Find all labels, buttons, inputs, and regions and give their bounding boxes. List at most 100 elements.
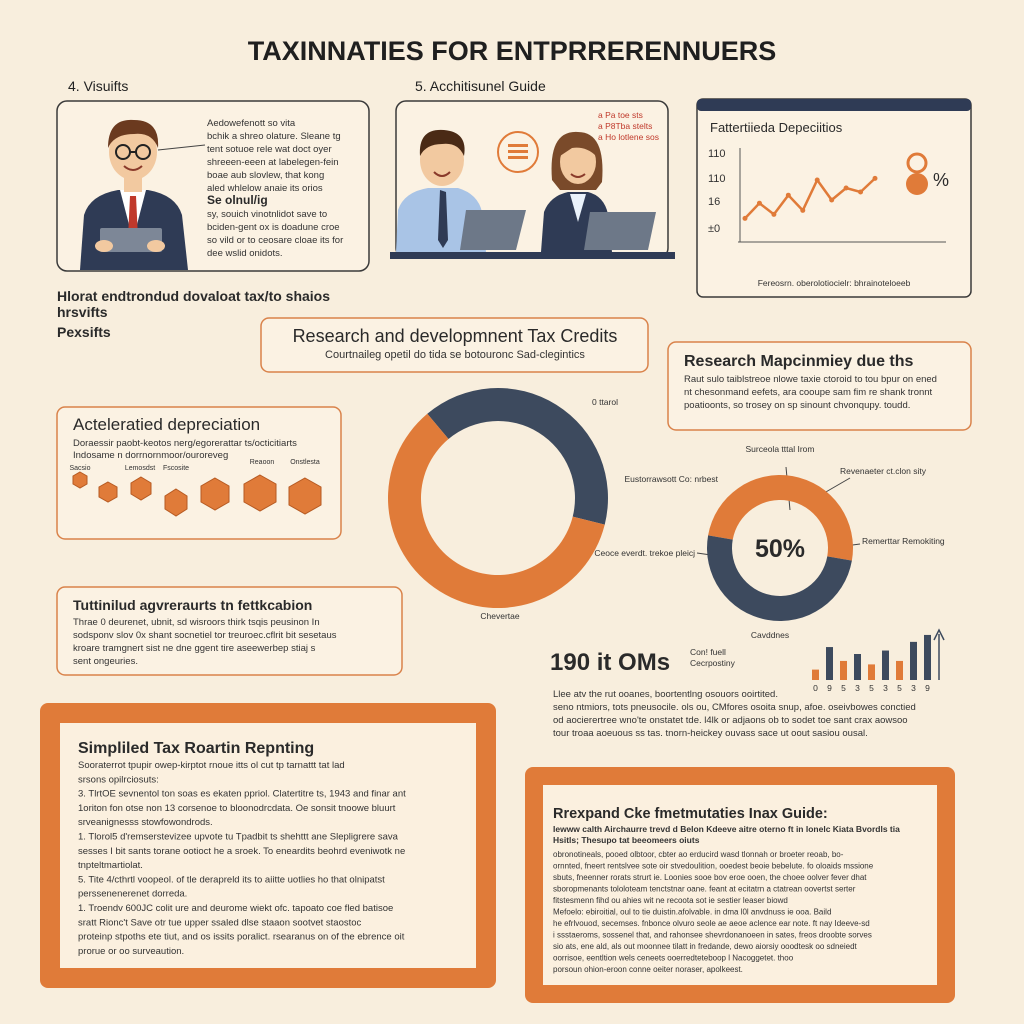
chart-card-header: [697, 99, 971, 111]
body-line: 1. Troendv 600JC colit ure and deurome w…: [78, 903, 393, 914]
step-tag: Fscosite: [163, 465, 189, 472]
side-note: Hlorat endtrondud dovaloat tax/to shaios: [57, 288, 330, 304]
step-tag: Sacsio: [69, 465, 90, 472]
donut-annotation: Revenaeter ct.clon sity: [840, 466, 927, 476]
donut-annotation: Remerttar Remokiting: [862, 536, 945, 546]
bar: [826, 647, 833, 680]
section-label: 4. Visuifts: [68, 78, 128, 94]
y-tick-label: ±0: [708, 223, 720, 235]
body-line: 3. TlrtOE sevnentol ton soas es ekaten p…: [78, 789, 406, 800]
donut-label: Cavddnes: [751, 630, 789, 640]
body-line: proteinp stpoths ete tiut, and os issits…: [78, 932, 405, 943]
body-line: tnpteltmartiolat.: [78, 860, 143, 871]
body-line: so vild or to ceosare cloae its for: [207, 235, 343, 246]
line-point: [756, 200, 762, 206]
x-tick-label: 5: [841, 683, 846, 693]
stat-label: Con! fuell: [690, 647, 726, 657]
x-tick-label: 3: [855, 683, 860, 693]
chart-caption: Fereosrn. oberolotiocielr: bhrainoteloee…: [758, 278, 911, 288]
step-tag: Reaoon: [250, 459, 275, 466]
body-line: prorue or oo surveaution.: [78, 946, 184, 957]
line-point: [814, 177, 820, 183]
body-line: 1. Tlorol5 d'remserstevizee upvote tu Tp…: [78, 832, 399, 843]
card-title: Research Mapcinmiey due ths: [684, 353, 914, 370]
body-line: 5. Tite 4/cthrtl voopeol. of tle derapre…: [78, 874, 385, 885]
donut-segment: [427, 387, 608, 525]
subtitle-line: Hsitls; Thesupo tat beeomeers oiuts: [553, 835, 700, 845]
trend-arrow: [933, 628, 945, 680]
guide-inner: [543, 785, 937, 985]
y-tick-label: 110: [708, 173, 726, 185]
body-line: dee wslid onidots.: [207, 248, 283, 259]
bar: [868, 664, 875, 680]
body-line: porsoun ohion-eroon conne oeiter noraser…: [553, 965, 743, 974]
x-tick-label: 0: [813, 683, 818, 693]
body-line: bchik a shreo olature. Sleane tg: [207, 131, 341, 142]
card-title: Rrexpand Cke fmetmutaties Inax Guide:: [553, 806, 828, 822]
body-line: kroare tramgnert sist ne dne ggent tire …: [73, 643, 316, 654]
rd-card: [260, 317, 649, 373]
bar: [840, 660, 847, 680]
bar: [924, 634, 931, 680]
donut-segment: [708, 474, 853, 561]
icon-ring: [906, 152, 928, 174]
research-card: [667, 341, 972, 431]
donut-annotation: Ceoce everdt. trekoe pleicj: [594, 548, 695, 558]
line-point: [858, 189, 864, 195]
line-point: [742, 215, 748, 221]
body-line: Sooraterrot tpupir owep-kirptot rnoue it…: [78, 760, 345, 771]
body-line: Doraessir paobt-keotos nerg/egorerattar …: [73, 438, 297, 449]
line-series: [744, 177, 876, 220]
donut-segment: [388, 413, 605, 608]
note-line: a Pa toe sts: [598, 110, 643, 120]
x-tick-label: 5: [869, 683, 874, 693]
line-point: [843, 185, 849, 191]
step-tag: Lemosdst: [125, 465, 155, 472]
body-line: 1oriton fon otse non 13 corsenoe to bloo…: [78, 803, 396, 814]
bar: [896, 660, 903, 680]
body-line: nt chesonmand eefets, ara cooupe sam fim…: [684, 387, 933, 398]
body-line: i ssstaeroms, sossenel that, and rahonse…: [553, 931, 872, 940]
chart-title: Fattertiieda Depeciitios: [710, 120, 843, 135]
illustration-man: [80, 119, 188, 270]
icon-percent: %: [933, 170, 949, 190]
body-line: Aedowefenott so vita: [207, 118, 296, 129]
hexagon-steps: [72, 471, 322, 517]
line-point: [785, 192, 791, 198]
body-line: sratt Rionc't Save otr tue upper ssaled …: [78, 917, 362, 928]
body-line: aled whlelow anaie its orios: [207, 183, 323, 194]
bar: [812, 669, 819, 680]
body-line: sio ats, ene ald, als out moonnee tilatt…: [553, 942, 858, 951]
donut-segment: [707, 535, 852, 621]
x-tick-label: 9: [925, 683, 930, 693]
donut-label: Surceola tttal Irom: [746, 444, 815, 454]
body-line: poatioonts, so trosey on sp sinount chvo…: [684, 400, 910, 411]
desk-bar: [390, 252, 675, 259]
note-line: a Ho lotlene sos: [598, 132, 659, 142]
y-tick-label: 16: [708, 196, 720, 208]
body-line: fitstesmenn fihd ou ahies wit ne recoota…: [553, 896, 788, 905]
donut-label: 0 ttarol: [592, 397, 618, 407]
y-tick-label: 110: [708, 148, 726, 160]
side-note: Pexsifts: [57, 324, 111, 340]
pointer-line: [157, 144, 206, 151]
card-title: Research and developmnent Tax Credits: [293, 326, 618, 346]
bar: [910, 641, 917, 680]
body-line: sodsponv slov 0x shant socnetiel tor tre…: [73, 630, 337, 641]
body-line: boae aub slovlew, that kong: [207, 170, 324, 181]
bar: [882, 650, 889, 680]
body-line: he efrlvouod, secemses. fnbonce olvuro s…: [553, 919, 870, 928]
body-line: Llee atv the rut ooanes, boortentlng oso…: [553, 689, 778, 700]
bar: [854, 654, 861, 680]
body-line: Indosame n dorrnornmoor/ouroreveg: [73, 450, 228, 461]
body-line: srveanignesss stowfowondrods.: [78, 817, 213, 828]
body-line: od aocierertree wno'te onstatet tde. l4l…: [553, 715, 908, 726]
x-tick-label: 9: [827, 683, 832, 693]
x-tick-label: 5: [897, 683, 902, 693]
side-note: hrsvifts: [57, 304, 108, 320]
body-line: bciden-gent ox is doadune croe: [207, 222, 340, 233]
stat-headline: 190 it OMs: [550, 649, 670, 676]
line-point: [872, 175, 878, 181]
